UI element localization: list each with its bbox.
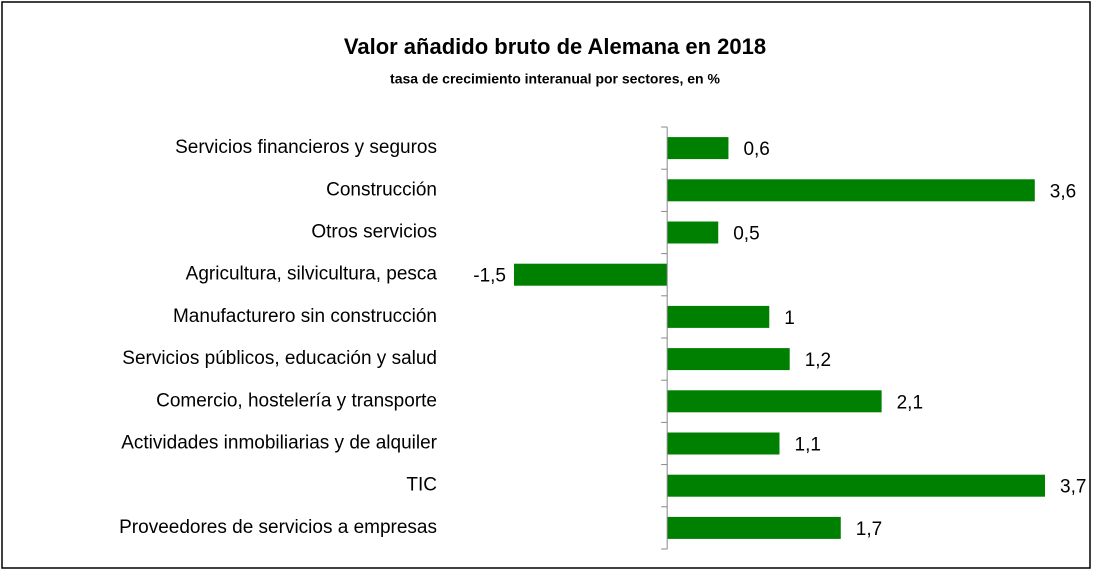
bar bbox=[667, 432, 780, 455]
y-tick-label: Otros servicios bbox=[311, 222, 437, 243]
y-tick-label: Construcción bbox=[326, 179, 437, 200]
chart-subtitle: tasa de crecimiento interanual por secto… bbox=[390, 71, 720, 87]
bar bbox=[667, 474, 1045, 497]
data-label: 1,2 bbox=[805, 350, 831, 371]
data-label: 0,5 bbox=[733, 224, 759, 245]
bar bbox=[667, 221, 719, 244]
bar bbox=[667, 516, 841, 539]
chart-title: Valor añadido bruto de Alemana en 2018 bbox=[344, 34, 766, 59]
data-label: 0,6 bbox=[743, 139, 769, 160]
bar bbox=[667, 137, 729, 160]
data-label: 3,7 bbox=[1060, 477, 1086, 498]
data-label: 1,7 bbox=[856, 519, 882, 540]
data-label: 1,1 bbox=[795, 435, 821, 456]
data-label: 1 bbox=[784, 308, 795, 329]
y-tick-label: TIC bbox=[406, 475, 437, 496]
data-label: -1,5 bbox=[473, 266, 506, 287]
y-tick-label: Proveedores de servicios a empresas bbox=[119, 517, 437, 538]
data-label: 2,1 bbox=[897, 392, 923, 413]
bar bbox=[667, 305, 770, 328]
y-tick-label: Servicios financieros y seguros bbox=[175, 137, 437, 158]
data-label: 3,6 bbox=[1050, 181, 1076, 202]
y-tick-label: Servicios públicos, educación y salud bbox=[122, 348, 437, 369]
y-tick-label: Agricultura, silvicultura, pesca bbox=[186, 264, 438, 285]
y-tick-label: Comercio, hostelería y transporte bbox=[156, 390, 437, 411]
bar bbox=[667, 179, 1035, 202]
bar bbox=[667, 390, 882, 413]
y-tick-label: Actividades inmobiliarias y de alquiler bbox=[121, 433, 437, 454]
bar bbox=[667, 348, 790, 371]
bar bbox=[514, 263, 668, 286]
y-tick-label: Manufacturero sin construcción bbox=[173, 306, 437, 327]
